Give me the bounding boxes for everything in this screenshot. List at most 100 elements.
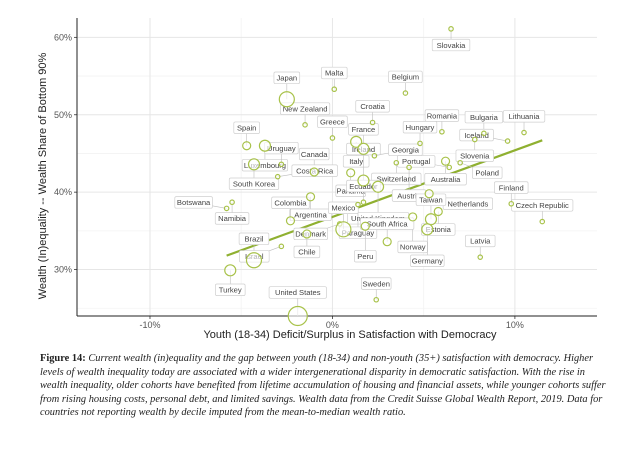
- data-point: [355, 201, 361, 208]
- point-label-box: [321, 66, 348, 80]
- data-point: [245, 252, 263, 269]
- point-label: Peru: [357, 252, 373, 261]
- y-axis-title: Wealth (In)equality -- Wealth Share of B…: [37, 52, 49, 299]
- point-label: New Zealand: [283, 104, 328, 113]
- axes: 30% 40% 50% 60% -10% 0% 10%: [54, 18, 597, 330]
- data-point: [477, 254, 484, 260]
- data-point: [223, 205, 230, 212]
- y-tick-label: 30%: [54, 265, 72, 275]
- data-point: [424, 213, 438, 226]
- point-label-box: [268, 286, 327, 299]
- caption-text: Current wealth (in)equality and the gap …: [40, 353, 606, 419]
- point-label: Bulgaria: [470, 113, 499, 122]
- point-label: Latvia: [470, 237, 491, 246]
- point-label: Czech Republic: [516, 201, 569, 210]
- point-label: Portugal: [402, 157, 431, 166]
- data-point: [371, 180, 385, 193]
- point-label: Greece: [320, 118, 345, 127]
- point-label: Iceland: [464, 131, 489, 140]
- point-label: Japan: [276, 74, 297, 83]
- point-label: Uruguay: [267, 144, 296, 153]
- x-tick-label: 10%: [506, 320, 524, 330]
- data-point: [287, 305, 308, 327]
- point-label: Paraguay: [342, 228, 375, 237]
- point-label-box: [424, 109, 460, 122]
- point-label-box: [215, 283, 246, 296]
- data-point: [424, 189, 434, 199]
- data-point: [369, 119, 376, 126]
- point-label-box: [472, 166, 503, 179]
- point-label: Finland: [499, 183, 524, 192]
- point-label-box: [465, 234, 496, 248]
- point-label-box: [293, 245, 321, 259]
- data-point: [448, 26, 454, 32]
- data-point: [305, 192, 316, 202]
- data-point: [408, 212, 418, 222]
- point-label: Canada: [301, 150, 328, 159]
- data-point: [224, 264, 237, 277]
- scatter-chart: 30% 40% 50% 60% -10% 0% 10% Slovakia Belgium Jap…: [37, 18, 597, 341]
- point-label: Croatia: [360, 102, 385, 111]
- point-label-box: [355, 100, 390, 113]
- point-label-box: [431, 38, 471, 52]
- point-label-box: [289, 208, 332, 221]
- point-label-box: [502, 110, 546, 123]
- data-point: [229, 199, 235, 206]
- data-point: [508, 200, 515, 207]
- point-label: United States: [275, 288, 321, 297]
- point-label-box: [238, 232, 270, 245]
- point-label: Argentina: [294, 211, 327, 220]
- data-point: [406, 164, 412, 171]
- y-tick-label: 60%: [54, 32, 72, 42]
- point-label: Slovakia: [437, 41, 466, 50]
- point-label-box: [271, 196, 310, 209]
- data-point: [471, 136, 478, 143]
- data-point: [417, 140, 423, 147]
- data-point: [457, 159, 463, 166]
- point-label: France: [352, 125, 376, 134]
- data-point: [504, 138, 511, 144]
- point-label: Australia: [431, 175, 461, 184]
- point-label-box: [273, 71, 301, 84]
- point-label: Switzerland: [377, 175, 416, 184]
- data-point: [331, 86, 338, 93]
- point-label-box: [464, 110, 504, 124]
- data-point: [439, 128, 445, 135]
- data-point: [421, 223, 434, 236]
- data-point: [382, 237, 392, 247]
- point-label-box: [214, 212, 250, 225]
- point-label-box: [317, 115, 348, 128]
- point-label: Botswana: [177, 198, 211, 207]
- point-label-box: [279, 102, 331, 115]
- point-label: Mexico: [331, 204, 355, 213]
- point-label: Colombia: [274, 199, 307, 208]
- data-points: [223, 26, 546, 327]
- point-label-box: [342, 155, 370, 168]
- data-point: [302, 122, 308, 128]
- point-label: Brazil: [244, 235, 263, 244]
- point-label: Belgium: [392, 73, 419, 82]
- point-label-box: [455, 149, 494, 162]
- data-point: [335, 221, 352, 238]
- point-label-box: [360, 217, 415, 230]
- data-point: [440, 156, 451, 166]
- point-label: Sweden: [363, 279, 390, 288]
- caption-label: Figure 14:: [40, 353, 86, 364]
- point-label: Austria: [397, 191, 421, 200]
- data-point: [539, 218, 546, 225]
- data-point: [274, 173, 281, 180]
- point-label: Netherlands: [447, 199, 488, 208]
- x-axis-title: Youth (18-34) Deficit/Surplus in Satisfa…: [203, 329, 497, 341]
- data-point: [360, 221, 370, 231]
- point-label-box: [354, 250, 377, 263]
- data-point: [360, 199, 367, 206]
- point-label-box: [328, 201, 359, 214]
- data-point: [285, 216, 296, 226]
- point-label: Spain: [237, 123, 256, 132]
- data-point: [247, 158, 261, 171]
- y-tick-label: 40%: [54, 187, 72, 197]
- data-point: [393, 159, 400, 166]
- y-tick-label: 50%: [54, 110, 72, 120]
- point-label: Italy: [349, 157, 363, 166]
- point-label: Germany: [412, 257, 443, 266]
